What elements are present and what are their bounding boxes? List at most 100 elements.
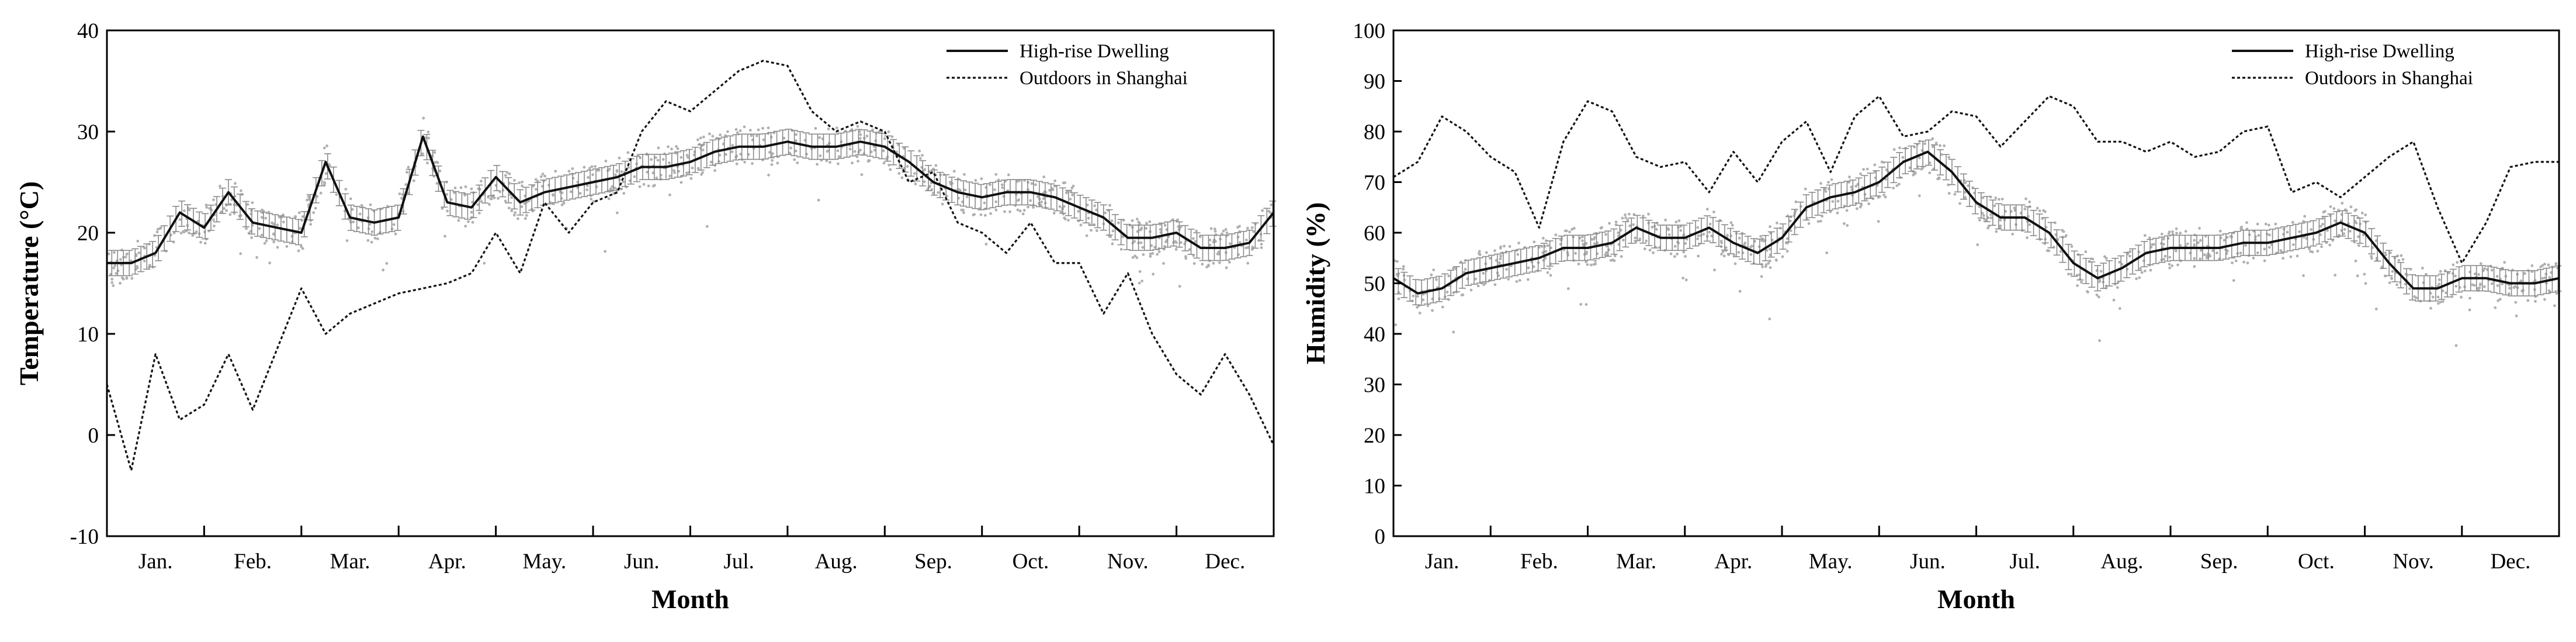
raw-data-point <box>1205 265 1209 269</box>
raw-data-point <box>1781 255 1784 258</box>
raw-data-point <box>2069 272 2073 276</box>
raw-data-point <box>1779 226 1783 230</box>
raw-data-point <box>1505 268 1509 271</box>
raw-data-point <box>984 213 987 217</box>
x-tick-label: Mar. <box>1616 550 1656 574</box>
raw-data-point <box>934 164 938 167</box>
raw-data-point <box>1794 200 1798 203</box>
raw-data-point <box>914 182 917 186</box>
raw-data-point <box>404 183 408 186</box>
raw-data-point <box>2226 249 2230 253</box>
raw-data-point <box>1775 258 1778 262</box>
raw-data-point <box>1153 246 1156 249</box>
raw-data-point <box>989 212 992 215</box>
raw-data-point <box>1895 184 1899 187</box>
raw-data-point <box>152 234 156 237</box>
raw-data-point <box>1769 225 1771 229</box>
raw-data-point <box>882 149 885 153</box>
raw-data-point <box>1464 259 1467 263</box>
raw-data-point <box>234 182 237 185</box>
raw-data-point <box>2225 236 2229 239</box>
raw-data-point <box>973 213 976 216</box>
raw-data-point <box>1651 226 1654 229</box>
raw-data-point <box>1566 287 1570 291</box>
raw-data-point <box>1764 265 1767 268</box>
raw-data-point <box>1178 285 1181 288</box>
raw-data-point <box>2152 243 2155 246</box>
raw-data-point <box>2164 254 2167 258</box>
raw-data-point <box>1613 259 1616 263</box>
raw-data-point <box>1655 227 1658 231</box>
raw-data-point <box>770 163 774 166</box>
raw-data-point <box>1931 137 1934 140</box>
raw-data-point <box>1533 240 1536 244</box>
raw-data-point <box>2401 258 2405 261</box>
raw-data-point <box>1873 170 1877 174</box>
raw-data-point <box>143 246 147 250</box>
raw-data-point <box>1702 233 1705 236</box>
raw-data-point <box>782 136 786 140</box>
raw-data-point <box>1133 254 1136 258</box>
raw-data-point <box>1749 253 1753 256</box>
raw-data-point <box>2076 284 2079 287</box>
raw-data-point <box>1174 248 1178 251</box>
raw-data-point <box>1402 268 1405 271</box>
raw-data-point <box>1589 263 1593 267</box>
raw-data-point <box>571 167 574 170</box>
raw-data-point <box>713 169 716 172</box>
raw-data-point <box>1617 234 1620 238</box>
raw-data-point <box>857 160 859 163</box>
raw-data-point <box>267 210 271 214</box>
raw-data-point <box>2353 240 2356 244</box>
raw-data-point <box>1452 330 1455 334</box>
raw-data-point <box>837 155 841 158</box>
raw-data-point <box>2042 209 2045 212</box>
raw-data-point <box>2291 243 2295 246</box>
raw-data-point <box>1848 175 1851 179</box>
raw-data-point <box>859 133 862 136</box>
raw-data-point <box>2167 232 2171 236</box>
raw-data-point <box>1412 294 1415 298</box>
y-tick-label: 0 <box>1375 525 1386 549</box>
raw-data-point <box>1192 237 1195 240</box>
raw-data-point <box>642 182 646 186</box>
raw-data-point <box>457 219 460 222</box>
raw-data-point <box>2289 255 2293 258</box>
raw-data-point <box>730 150 734 153</box>
raw-data-point <box>2316 250 2320 253</box>
raw-data-point <box>887 130 890 133</box>
raw-data-point <box>2553 304 2556 308</box>
raw-data-point <box>1679 229 1683 232</box>
raw-data-point <box>2437 302 2440 305</box>
raw-data-point <box>1652 251 1655 254</box>
raw-data-point <box>2370 254 2373 258</box>
raw-data-point <box>1087 216 1090 220</box>
raw-data-point <box>1016 180 1019 183</box>
raw-data-point <box>1062 181 1065 185</box>
raw-data-point <box>2263 247 2266 251</box>
raw-data-point <box>443 234 446 238</box>
raw-data-point <box>1499 257 1502 261</box>
raw-data-point <box>2343 227 2346 231</box>
raw-data-point <box>941 202 944 206</box>
raw-data-point <box>2143 270 2147 272</box>
raw-data-point <box>540 175 543 178</box>
raw-data-point <box>2267 223 2270 227</box>
raw-data-point <box>739 129 742 132</box>
raw-data-point <box>865 134 869 138</box>
raw-data-point <box>590 165 594 168</box>
raw-data-point <box>552 194 555 197</box>
raw-data-point <box>2501 282 2504 286</box>
raw-data-point <box>1157 250 1161 253</box>
raw-data-point <box>856 125 859 128</box>
raw-data-point <box>2450 295 2454 298</box>
raw-data-point <box>2223 239 2226 242</box>
raw-data-point <box>1151 252 1154 255</box>
raw-data-point <box>2149 268 2152 272</box>
raw-data-point <box>701 171 704 174</box>
raw-data-point <box>1867 202 1871 205</box>
raw-data-point <box>263 241 266 245</box>
legend: High-rise Dwelling Outdoors in Shanghai <box>947 41 1188 89</box>
raw-data-point <box>2240 225 2244 229</box>
raw-measurements-scatter <box>1393 137 2560 347</box>
